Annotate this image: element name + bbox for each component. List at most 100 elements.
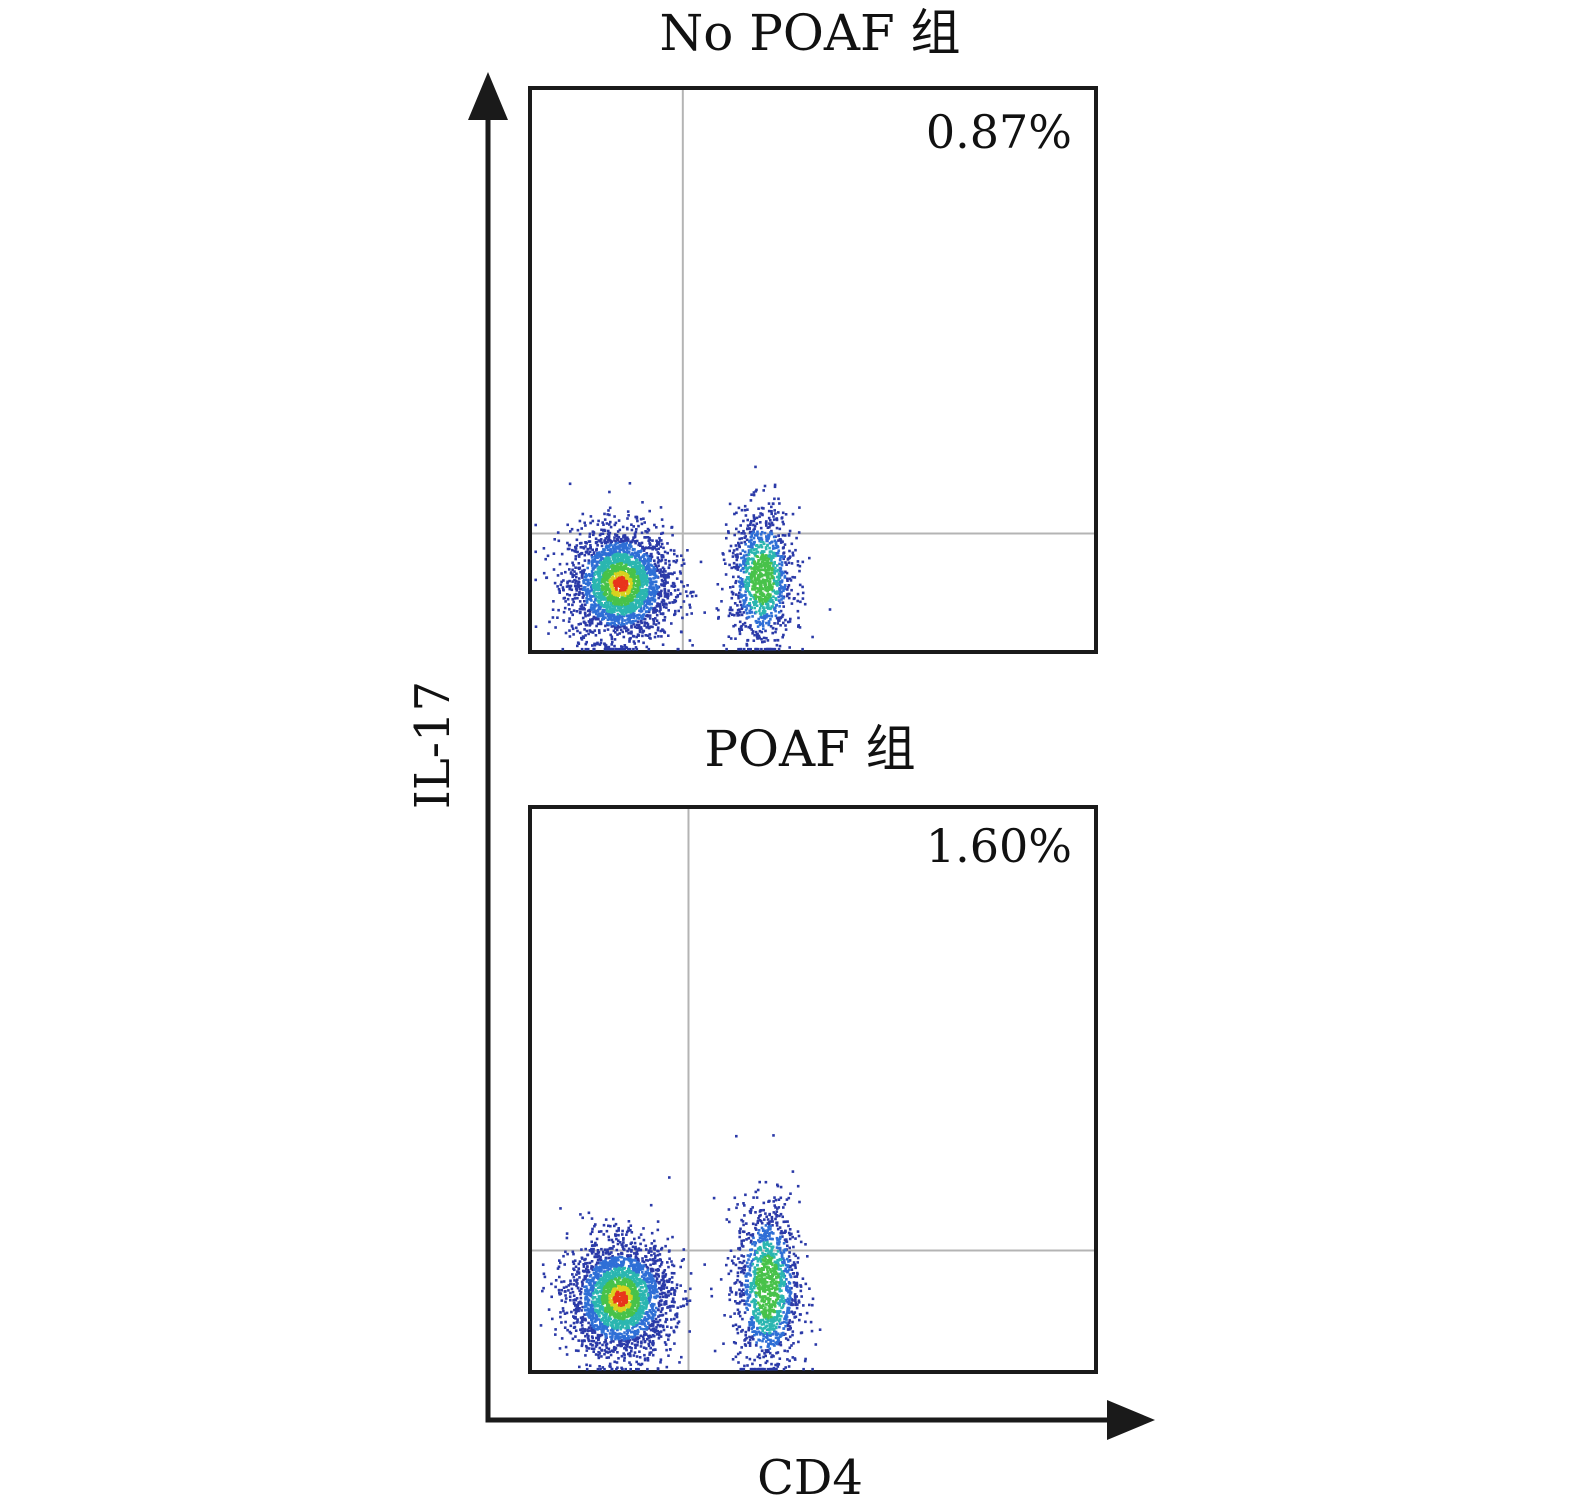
event-dot	[607, 1235, 610, 1239]
event-dot	[758, 600, 761, 603]
event-dot	[788, 1346, 792, 1350]
event-dot	[646, 596, 650, 600]
event-dot	[660, 532, 663, 535]
event-dot	[592, 533, 595, 537]
event-dot	[655, 539, 658, 543]
event-dot	[641, 585, 644, 588]
event-dot	[786, 1349, 789, 1353]
event-dot	[796, 1184, 800, 1188]
event-dot	[719, 1278, 723, 1281]
event-dot	[658, 1318, 662, 1322]
event-dot	[598, 593, 602, 597]
event-dot	[679, 1284, 682, 1287]
event-dot	[762, 489, 765, 492]
event-dot	[649, 1263, 652, 1267]
event-dot	[645, 606, 649, 609]
event-dot	[751, 615, 754, 618]
event-dot	[630, 601, 633, 604]
event-dot	[779, 1212, 783, 1216]
event-dot	[787, 1196, 791, 1200]
event-dot	[595, 1237, 599, 1241]
event-dot	[544, 557, 547, 561]
event-dot	[572, 633, 575, 636]
event-dot	[660, 1278, 663, 1282]
event-dot	[782, 587, 785, 591]
event-dot	[574, 1349, 578, 1352]
event-dot	[818, 1328, 822, 1331]
event-dot	[732, 549, 736, 552]
event-dot	[624, 572, 627, 576]
event-dot	[607, 600, 611, 603]
event-dot	[759, 580, 763, 583]
event-dot	[774, 598, 778, 601]
event-dot	[577, 1303, 580, 1306]
event-dot	[660, 1261, 664, 1264]
event-dot	[734, 1323, 738, 1327]
event-dot	[729, 1315, 732, 1318]
event-dot	[734, 544, 738, 547]
event-dot	[646, 563, 650, 567]
event-dot	[594, 556, 597, 559]
event-dot	[609, 607, 613, 610]
event-dot	[739, 552, 742, 555]
event-dot	[798, 626, 802, 629]
event-dot	[646, 1356, 650, 1360]
event-dot	[747, 576, 751, 579]
event-dot	[743, 1214, 746, 1217]
event-dot	[751, 551, 754, 554]
event-dot	[779, 1343, 783, 1347]
event-dot	[604, 1218, 608, 1221]
event-dot	[584, 582, 588, 585]
event-dot	[646, 1359, 650, 1362]
event-dot	[626, 517, 629, 520]
event-dot	[758, 620, 761, 624]
event-dot	[599, 565, 603, 569]
event-dot	[795, 1271, 799, 1275]
event-dot	[666, 1325, 669, 1328]
event-dot	[606, 538, 610, 541]
event-dot	[667, 1294, 670, 1297]
event-dot	[779, 609, 783, 613]
event-dot	[740, 613, 744, 617]
event-dot	[635, 554, 639, 558]
event-dot	[632, 561, 636, 564]
event-dot	[713, 1349, 717, 1353]
event-dot	[768, 542, 772, 545]
event-dot	[579, 1300, 582, 1304]
event-dot	[782, 1220, 786, 1224]
event-dot	[784, 618, 787, 622]
event-dot	[633, 577, 636, 580]
event-dot	[558, 1347, 562, 1350]
event-dot	[657, 1273, 660, 1276]
event-dot	[748, 580, 752, 584]
event-dot	[766, 568, 770, 572]
event-dot	[627, 614, 630, 618]
event-dot	[747, 551, 751, 555]
event-dot	[584, 621, 587, 625]
event-dot	[748, 1357, 752, 1361]
event-dot	[612, 548, 615, 552]
event-dot	[581, 1343, 584, 1346]
event-dot	[601, 579, 605, 583]
event-dot	[656, 602, 659, 605]
event-dot	[637, 591, 640, 595]
event-dot	[596, 588, 600, 591]
event-dot	[769, 566, 773, 570]
event-dot	[582, 578, 586, 582]
event-dot	[737, 594, 740, 598]
event-dot	[738, 1292, 742, 1296]
event-dot	[637, 1247, 641, 1250]
event-dot	[560, 1337, 564, 1340]
event-dot	[794, 548, 797, 552]
event-dot	[776, 622, 780, 625]
event-dot	[791, 1263, 794, 1267]
event-dot	[624, 562, 628, 565]
event-dot	[771, 589, 775, 593]
event-dot	[763, 640, 766, 643]
event-dot	[636, 1341, 640, 1344]
event-dot	[750, 574, 754, 577]
event-dot	[740, 1254, 743, 1257]
event-dot	[744, 543, 747, 546]
event-dot	[754, 1226, 757, 1230]
event-dot	[627, 1352, 630, 1356]
